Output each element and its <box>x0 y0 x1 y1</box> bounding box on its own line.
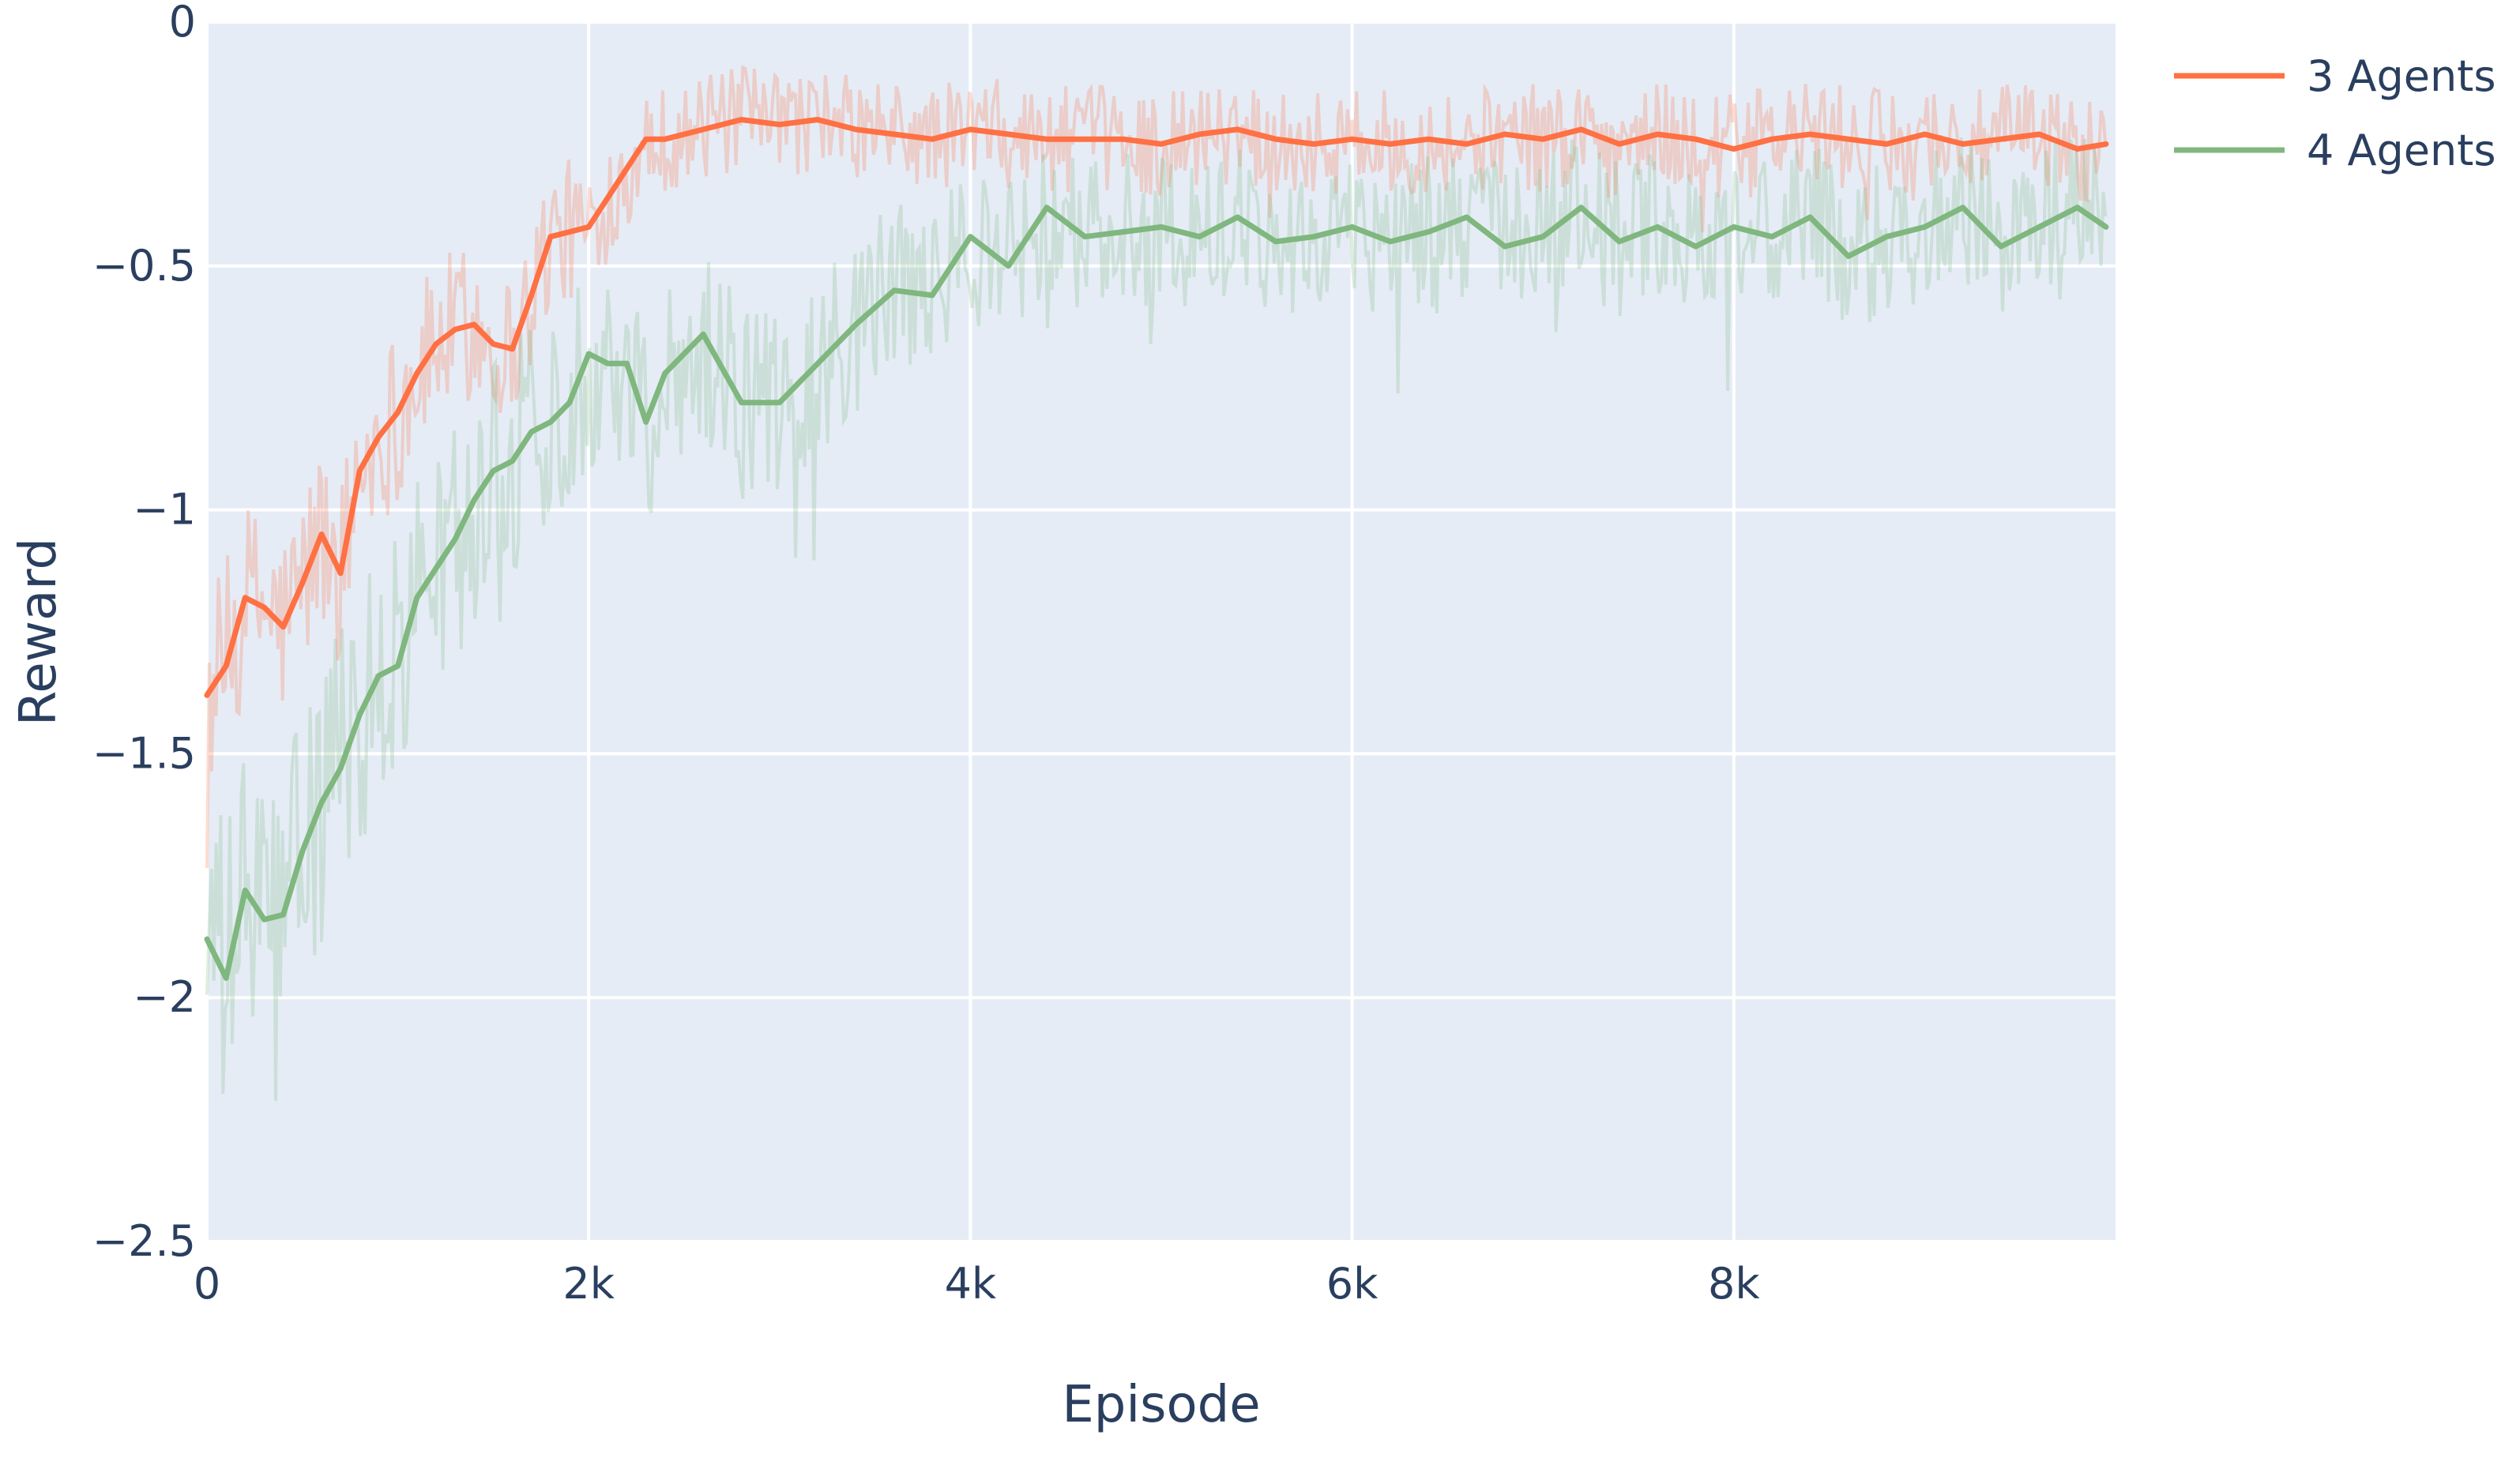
x-tick-label: 2k <box>562 1259 615 1309</box>
x-tick-label: 8k <box>1708 1259 1760 1309</box>
smoothed-series-layer <box>204 117 2109 981</box>
y-tick-label: −2 <box>133 972 196 1022</box>
y-tick-label: 0 <box>169 0 196 47</box>
x-tick-label: 6k <box>1326 1259 1378 1309</box>
x-tick-labels: 0 2k 4k 6k 8k <box>194 1259 1761 1309</box>
y-tick-label: −1 <box>133 485 196 535</box>
legend[interactable]: 3 Agents 4 Agents <box>2174 51 2496 175</box>
x-tick-label: 0 <box>194 1259 220 1309</box>
x-axis-title: Episode <box>1062 1376 1260 1434</box>
series-line <box>204 117 2109 698</box>
y-tick-labels: 0 −0.5 −1 −1.5 −2 −2.5 <box>92 0 196 1266</box>
raw-series-layer <box>205 65 2108 1102</box>
raw-series-line <box>205 65 2108 869</box>
y-tick-label: −0.5 <box>92 241 196 291</box>
legend-item-3-agents[interactable]: 3 Agents <box>2174 51 2496 101</box>
y-axis-title: Reward <box>9 538 68 726</box>
y-tick-label: −1.5 <box>92 728 196 778</box>
y-tick-label: −2.5 <box>92 1216 196 1266</box>
legend-label: 4 Agents <box>2307 126 2496 175</box>
legend-label: 3 Agents <box>2307 51 2496 101</box>
raw-series-line <box>205 137 2108 1102</box>
series-line <box>204 205 2109 981</box>
legend-item-4-agents[interactable]: 4 Agents <box>2174 126 2496 175</box>
x-tick-label: 4k <box>945 1259 997 1309</box>
